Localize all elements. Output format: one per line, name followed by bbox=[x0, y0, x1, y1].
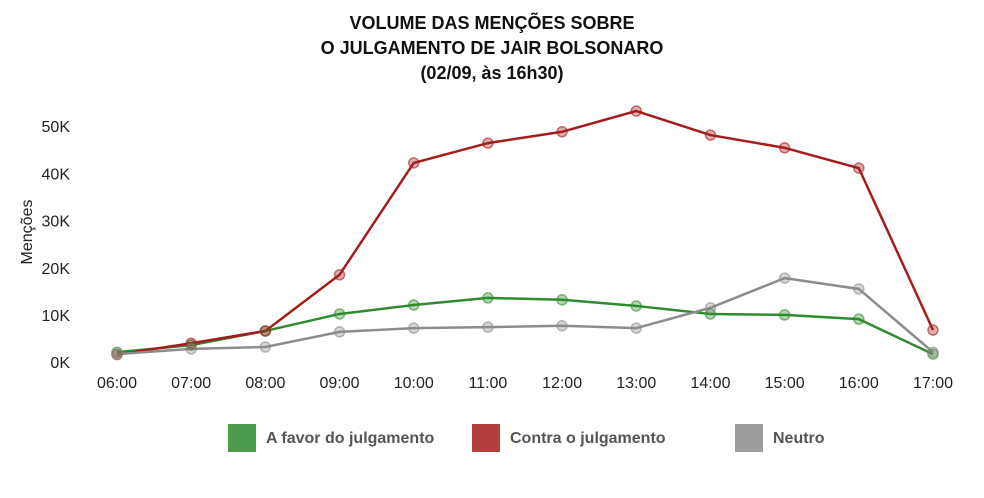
y-tick-label: 10K bbox=[42, 308, 71, 325]
data-point bbox=[630, 105, 643, 117]
series-line bbox=[116, 109, 935, 356]
x-tick-label: 10:00 bbox=[394, 375, 434, 392]
data-point bbox=[853, 313, 865, 325]
legend-label: Neutro bbox=[773, 430, 825, 447]
x-tick-label: 06:00 bbox=[97, 375, 137, 392]
data-point bbox=[407, 157, 420, 169]
data-point bbox=[853, 283, 865, 295]
data-point bbox=[333, 269, 346, 281]
data-point bbox=[927, 324, 939, 336]
chart-title: O JULGAMENTO DE JAIR BOLSONARO bbox=[321, 38, 664, 58]
data-point bbox=[704, 129, 717, 141]
x-tick-label: 13:00 bbox=[616, 375, 656, 392]
x-tick-label: 11:00 bbox=[468, 375, 507, 392]
legend-label: Contra o julgamento bbox=[510, 430, 666, 447]
data-point bbox=[927, 346, 939, 358]
series-line bbox=[116, 276, 934, 356]
y-axis-label: Menções bbox=[19, 200, 36, 265]
data-point bbox=[556, 294, 568, 306]
data-point bbox=[407, 299, 420, 311]
y-tick-label: 40K bbox=[42, 166, 71, 183]
data-point bbox=[778, 309, 791, 321]
legend-swatch bbox=[228, 424, 256, 452]
data-point bbox=[185, 343, 197, 355]
y-tick-label: 0K bbox=[50, 355, 70, 372]
chart-subtitle: (02/09, às 16h30) bbox=[420, 63, 563, 83]
data-point bbox=[259, 325, 272, 337]
data-point bbox=[259, 341, 272, 353]
data-point bbox=[630, 300, 643, 312]
data-point bbox=[630, 322, 643, 334]
data-point bbox=[482, 321, 494, 333]
data-point bbox=[111, 348, 123, 360]
data-point bbox=[333, 308, 346, 320]
data-point bbox=[778, 142, 791, 154]
data-point bbox=[482, 137, 494, 149]
data-point bbox=[407, 322, 420, 334]
data-point bbox=[482, 292, 494, 304]
data-point bbox=[704, 302, 717, 314]
x-tick-label: 16:00 bbox=[839, 375, 879, 392]
legend-swatch bbox=[472, 424, 500, 452]
y-tick-label: 30K bbox=[42, 214, 71, 231]
data-point bbox=[853, 162, 865, 174]
x-tick-label: 14:00 bbox=[690, 375, 730, 392]
x-tick-label: 08:00 bbox=[245, 375, 285, 392]
x-tick-label: 12:00 bbox=[542, 375, 582, 392]
x-tick-label: 09:00 bbox=[320, 375, 360, 392]
x-tick-label: 15:00 bbox=[765, 375, 805, 392]
legend-label: A favor do julgamento bbox=[266, 430, 435, 447]
chart-title: VOLUME DAS MENÇÕES SOBRE bbox=[349, 12, 634, 33]
y-tick-label: 20K bbox=[42, 261, 71, 278]
legend-swatch bbox=[735, 424, 763, 452]
data-point bbox=[556, 126, 568, 138]
x-tick-label: 07:00 bbox=[171, 375, 211, 392]
data-point bbox=[333, 326, 346, 338]
y-tick-label: 50K bbox=[42, 119, 71, 136]
data-point bbox=[556, 320, 568, 332]
data-point bbox=[778, 272, 791, 284]
x-tick-label: 17:00 bbox=[913, 375, 953, 392]
